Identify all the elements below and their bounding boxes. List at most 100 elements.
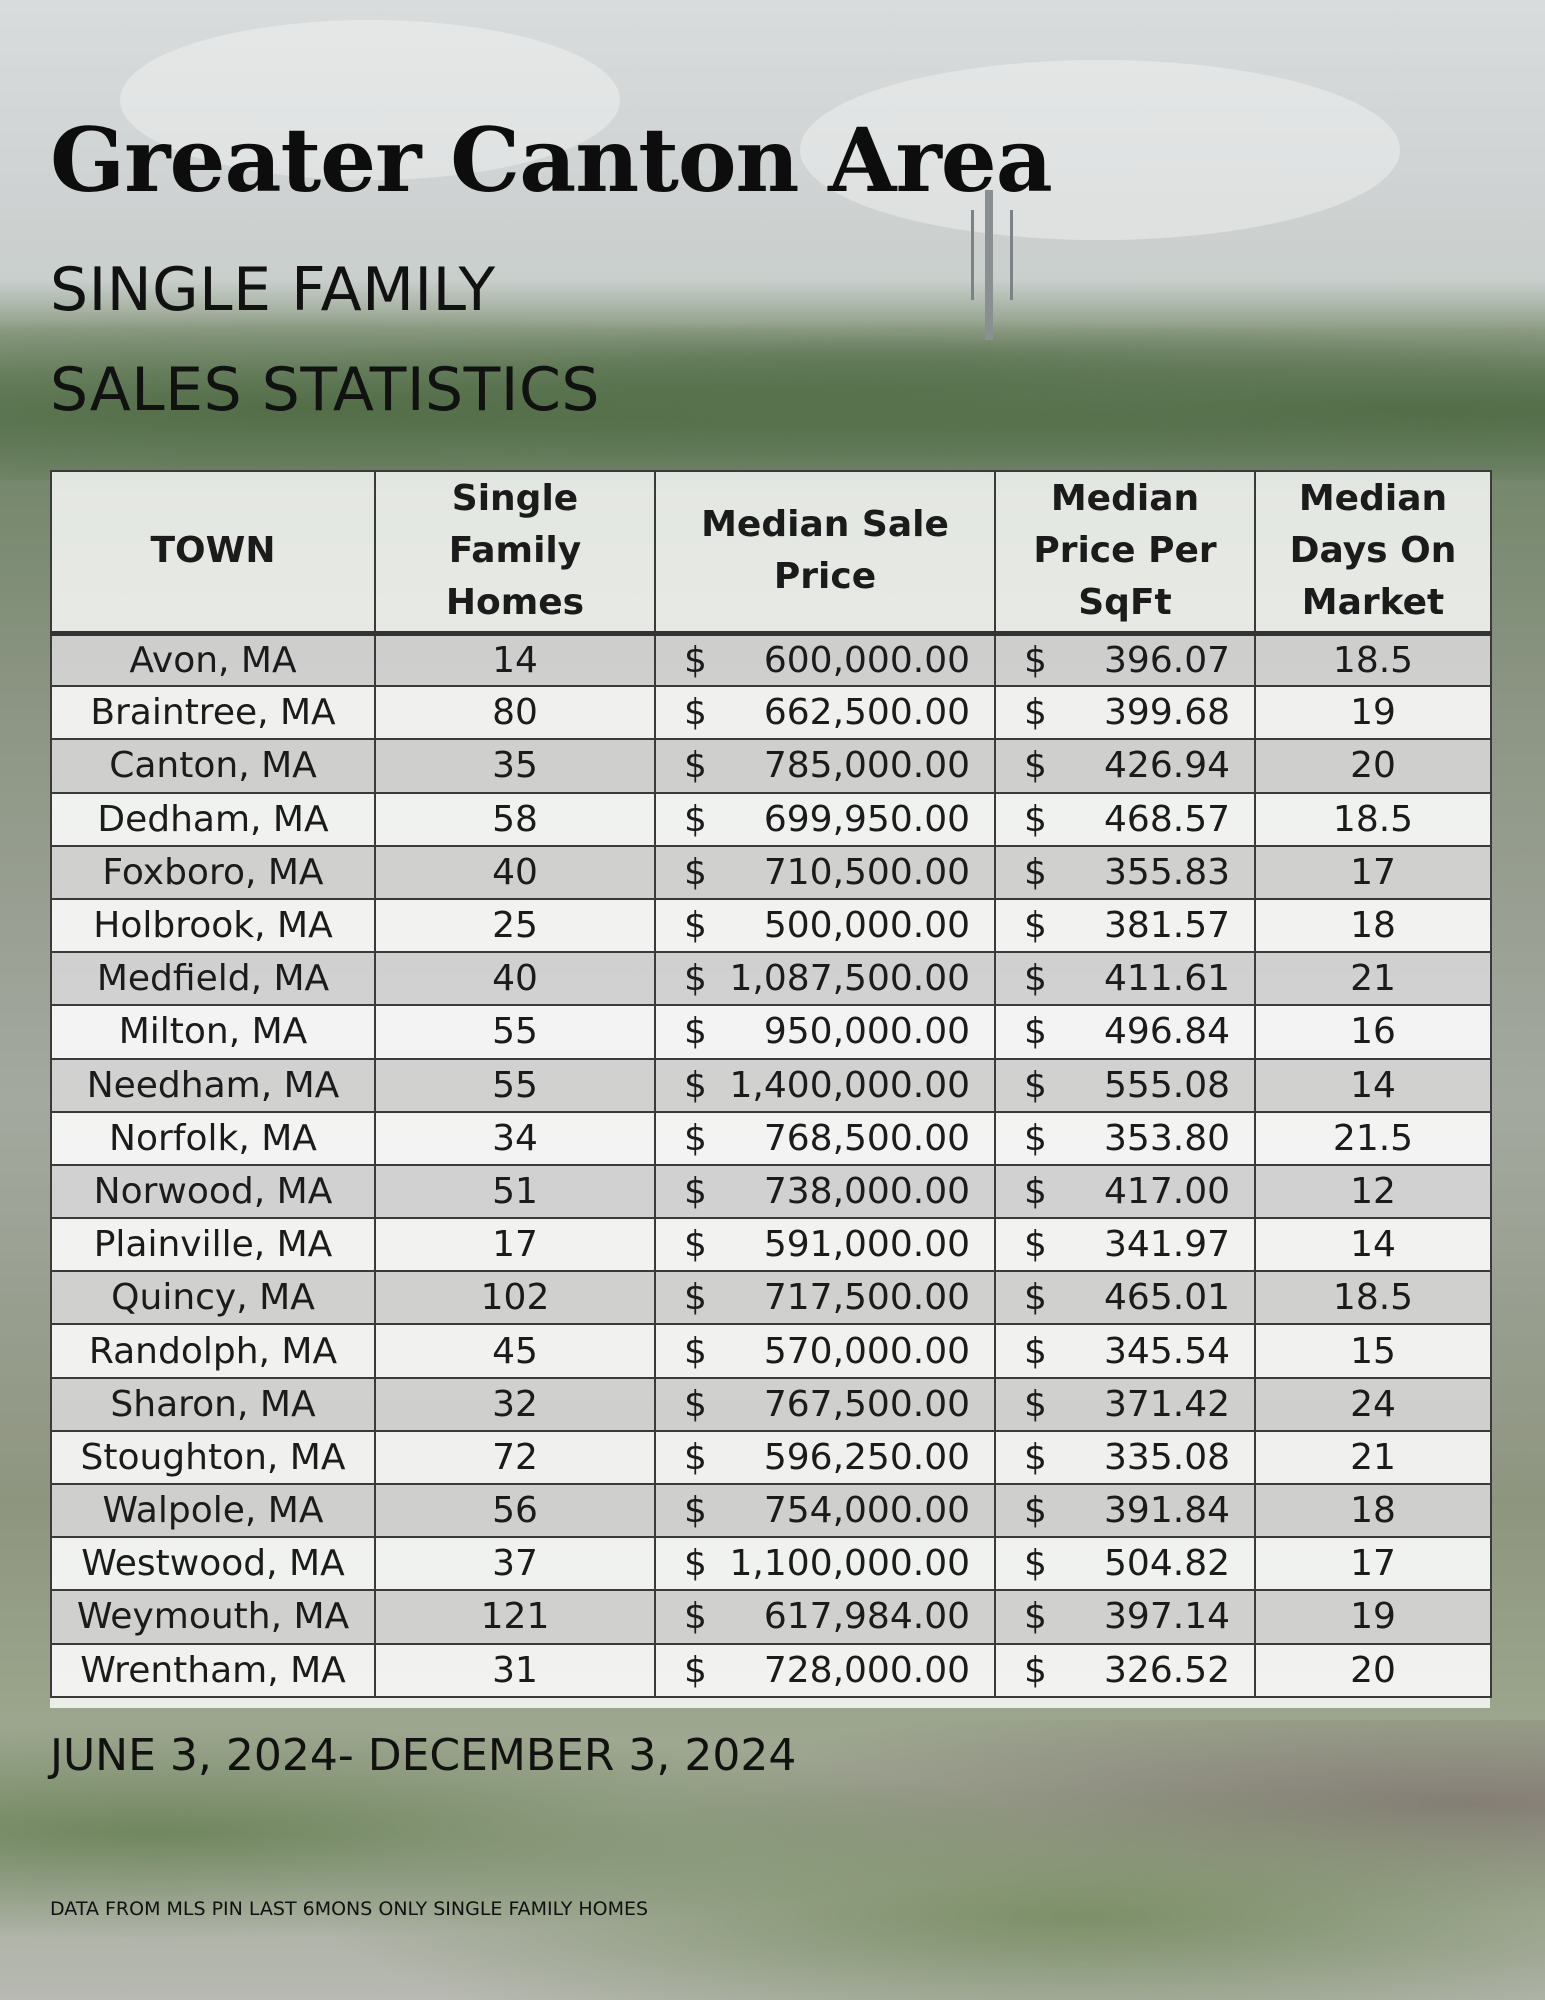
currency-symbol: $ [1024, 958, 1047, 1000]
cell-median-sale-price-value: 591,000.00 [763, 1224, 970, 1266]
cell-price-per-sqft: $417.00 [994, 1163, 1256, 1220]
cell-homes: 31 [374, 1642, 656, 1698]
cell-median-sale-price: $768,500.00 [654, 1110, 996, 1166]
cell-price-per-sqft: $341.97 [994, 1217, 1256, 1273]
background-cloud [120, 20, 620, 180]
cell-median-sale-price: $710,500.00 [654, 844, 996, 900]
cell-median-sale-price: $785,000.00 [654, 738, 996, 794]
column-header-price-per-sqft: Median Price Per SqFt [994, 470, 1256, 636]
currency-symbol: $ [1024, 1117, 1047, 1159]
cell-price-per-sqft-value: 353.80 [1104, 1117, 1230, 1159]
cell-price-per-sqft: $465.01 [994, 1270, 1256, 1326]
background-ground [0, 1720, 1545, 2000]
sales-statistics-table-panel: TOWN Single Family Homes Median Sale Pri… [50, 470, 1492, 1708]
currency-symbol: $ [684, 1277, 707, 1319]
table-row: Avon, MA 14 $600,000.00 $396.07 18.5 [50, 631, 1492, 688]
currency-symbol: $ [1024, 1490, 1047, 1532]
cell-town: Weymouth, MA [50, 1589, 376, 1645]
currency-symbol: $ [1024, 851, 1047, 893]
cell-homes: 102 [374, 1270, 656, 1326]
cell-price-per-sqft: $411.61 [994, 951, 1256, 1007]
currency-symbol: $ [684, 1596, 707, 1638]
cell-price-per-sqft-value: 411.61 [1104, 958, 1230, 1000]
cell-days-on-market: 21 [1254, 1429, 1492, 1486]
cell-homes: 25 [374, 897, 656, 954]
background-cell-tower [971, 190, 1013, 340]
cell-price-per-sqft-value: 465.01 [1104, 1277, 1230, 1319]
cell-median-sale-price: $1,400,000.00 [654, 1057, 996, 1113]
cell-price-per-sqft: $381.57 [994, 897, 1256, 954]
cell-price-per-sqft-value: 391.84 [1104, 1490, 1230, 1532]
table-row: Wrentham, MA 31 $728,000.00 $326.52 20 [50, 1642, 1492, 1698]
cell-homes: 58 [374, 791, 656, 847]
cell-town: Foxboro, MA [50, 844, 376, 900]
cell-days-on-market: 14 [1254, 1217, 1492, 1273]
currency-symbol: $ [684, 905, 707, 947]
cell-homes: 80 [374, 685, 656, 741]
cell-median-sale-price: $591,000.00 [654, 1217, 996, 1273]
cell-median-sale-price: $717,500.00 [654, 1270, 996, 1326]
table-row: Sharon, MA 32 $767,500.00 $371.42 24 [50, 1376, 1492, 1432]
currency-symbol: $ [684, 958, 707, 1000]
cell-days-on-market: 15 [1254, 1323, 1492, 1379]
currency-symbol: $ [1024, 798, 1047, 840]
table-row: Westwood, MA 37 $1,100,000.00 $504.82 17 [50, 1536, 1492, 1592]
cell-homes: 17 [374, 1217, 656, 1273]
sales-statistics-table: TOWN Single Family Homes Median Sale Pri… [50, 470, 1492, 1698]
cell-town: Randolph, MA [50, 1323, 376, 1379]
cell-town: Canton, MA [50, 738, 376, 794]
cell-town: Wrentham, MA [50, 1642, 376, 1698]
cell-homes: 35 [374, 738, 656, 794]
cell-days-on-market: 18 [1254, 897, 1492, 954]
cell-median-sale-price-value: 785,000.00 [763, 745, 970, 787]
cell-median-sale-price: $500,000.00 [654, 897, 996, 954]
currency-symbol: $ [1024, 1011, 1047, 1053]
cell-homes: 34 [374, 1110, 656, 1166]
cell-median-sale-price: $754,000.00 [654, 1482, 996, 1539]
cell-price-per-sqft: $555.08 [994, 1057, 1256, 1113]
table-row: Weymouth, MA 121 $617,984.00 $397.14 19 [50, 1589, 1492, 1645]
cell-homes: 55 [374, 1004, 656, 1060]
table-row: Quincy, MA 102 $717,500.00 $465.01 18.5 [50, 1270, 1492, 1326]
column-header-days-on-market: Median Days On Market [1254, 470, 1492, 636]
cell-days-on-market: 20 [1254, 738, 1492, 794]
table-row: Braintree, MA 80 $662,500.00 $399.68 19 [50, 685, 1492, 741]
cell-median-sale-price-value: 699,950.00 [763, 798, 970, 840]
cell-median-sale-price: $600,000.00 [654, 631, 996, 688]
currency-symbol: $ [684, 639, 707, 681]
cell-days-on-market: 18.5 [1254, 791, 1492, 847]
table-header-row: TOWN Single Family Homes Median Sale Pri… [50, 470, 1492, 636]
table-row: Plainville, MA 17 $591,000.00 $341.97 14 [50, 1217, 1492, 1273]
cell-median-sale-price: $950,000.00 [654, 1004, 996, 1060]
currency-symbol: $ [684, 1649, 707, 1691]
cell-homes: 121 [374, 1589, 656, 1645]
cell-price-per-sqft: $326.52 [994, 1642, 1256, 1698]
currency-symbol: $ [1024, 1170, 1047, 1212]
column-header-median-sale-price: Median Sale Price [654, 470, 996, 636]
cell-homes: 51 [374, 1163, 656, 1220]
cell-median-sale-price-value: 717,500.00 [763, 1277, 970, 1319]
background-cloud [800, 60, 1400, 240]
currency-symbol: $ [684, 851, 707, 893]
cell-median-sale-price: $662,500.00 [654, 685, 996, 741]
cell-median-sale-price-value: 662,500.00 [763, 692, 970, 734]
currency-symbol: $ [1024, 1330, 1047, 1372]
cell-town: Medfield, MA [50, 951, 376, 1007]
cell-price-per-sqft-value: 371.42 [1104, 1383, 1230, 1425]
cell-median-sale-price-value: 728,000.00 [763, 1649, 970, 1691]
table-row: Randolph, MA 45 $570,000.00 $345.54 15 [50, 1323, 1492, 1379]
currency-symbol: $ [1024, 1596, 1047, 1638]
table-row: Walpole, MA 56 $754,000.00 $391.84 18 [50, 1482, 1492, 1539]
date-range: JUNE 3, 2024- DECEMBER 3, 2024 [50, 1730, 797, 1781]
cell-price-per-sqft: $353.80 [994, 1110, 1256, 1166]
cell-homes: 40 [374, 844, 656, 900]
cell-price-per-sqft-value: 326.52 [1104, 1649, 1230, 1691]
cell-price-per-sqft-value: 468.57 [1104, 798, 1230, 840]
table-row: Stoughton, MA 72 $596,250.00 $335.08 21 [50, 1429, 1492, 1486]
cell-median-sale-price: $1,100,000.00 [654, 1536, 996, 1592]
cell-town: Milton, MA [50, 1004, 376, 1060]
cell-median-sale-price-value: 1,100,000.00 [729, 1543, 970, 1585]
currency-symbol: $ [1024, 1277, 1047, 1319]
table-row: Needham, MA 55 $1,400,000.00 $555.08 14 [50, 1057, 1492, 1113]
cell-town: Plainville, MA [50, 1217, 376, 1273]
